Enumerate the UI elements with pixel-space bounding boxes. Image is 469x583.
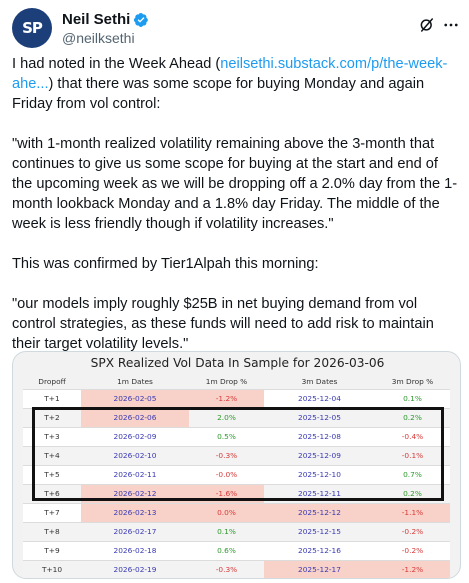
table-cell: -0.1% [375, 445, 450, 465]
table-cell: -1.2% [375, 559, 450, 578]
table-header-row: Dropoff 1m Dates 1m Drop % 3m Dates 3m D… [23, 374, 450, 389]
table-cell: -1.2% [189, 388, 264, 408]
table-cell: T+8 [23, 521, 81, 541]
attached-image[interactable]: SPX Realized Vol Data In Sample for 2026… [12, 351, 461, 579]
post-paragraph-3: This was confirmed by Tier1Alpah this mo… [12, 256, 319, 272]
table-cell: 2026-02-13 [81, 502, 189, 522]
table-row: T+5 2026-02-11 -0.0% 2025-12-10 0.7% [23, 464, 450, 484]
table-cell: -0.0% [189, 464, 264, 484]
highlight-box [32, 407, 444, 501]
table-cell: 0.1% [189, 521, 264, 541]
table-cell: T+9 [23, 540, 81, 560]
table-cell: 2025-12-17 [264, 559, 375, 578]
table-header-cell: 3m Dates [301, 376, 338, 386]
table-cell: 2026-02-18 [81, 540, 189, 560]
table-cell: 2025-12-15 [264, 521, 375, 541]
table-cell: 2026-02-11 [81, 464, 189, 484]
table-cell: T+5 [23, 464, 81, 484]
table-cell: 0.0% [189, 502, 264, 522]
table-cell: 2025-12-08 [264, 426, 375, 446]
table-cell: T+4 [23, 445, 81, 465]
table-row: T+3 2026-02-09 0.5% 2025-12-08 -0.4% [23, 426, 450, 446]
vol-data-table: Dropoff 1m Dates 1m Drop % 3m Dates 3m D… [23, 374, 450, 578]
more-icon[interactable] [442, 16, 460, 34]
post-header: SP Neil Sethi @neilksethi [12, 8, 460, 48]
table-cell: -0.2% [375, 521, 450, 541]
post-text-span: I had noted in the Week Ahead ( [12, 56, 221, 72]
table-row: T+10 2026-02-19 -0.3% 2025-12-17 -1.2% [23, 559, 450, 578]
grok-icon[interactable] [418, 16, 436, 34]
table-cell: 2025-12-12 [264, 502, 375, 522]
table-cell: T+1 [23, 388, 81, 408]
table-cell: 2025-12-04 [264, 388, 375, 408]
table-cell: -0.2% [375, 540, 450, 560]
table-cell: T+10 [23, 559, 81, 578]
table-header-cell: 1m Drop % [205, 376, 248, 386]
table-row: T+7 2026-02-13 0.0% 2025-12-12 -1.1% [23, 502, 450, 522]
table-cell: 2026-02-19 [81, 559, 189, 578]
table-cell: -0.3% [189, 559, 264, 578]
table-cell: 0.2% [375, 407, 450, 427]
table-cell: 2026-02-09 [81, 426, 189, 446]
table-row: T+2 2026-02-06 2.0% 2025-12-05 0.2% [23, 407, 450, 427]
table-cell: 0.5% [189, 426, 264, 446]
avatar-logo: SP [22, 19, 43, 37]
table-cell: 2025-12-09 [264, 445, 375, 465]
table-cell: -0.3% [189, 445, 264, 465]
verified-badge-icon [134, 12, 149, 27]
author-name-row[interactable]: Neil Sethi [62, 11, 149, 28]
table-row: T+9 2026-02-18 0.6% 2025-12-16 -0.2% [23, 540, 450, 560]
table-cell: 2026-02-10 [81, 445, 189, 465]
post-paragraph-2: "with 1-month realized volatility remain… [12, 136, 458, 232]
table-cell: 0.7% [375, 464, 450, 484]
post-paragraph-4: "our models imply roughly $25B in net bu… [12, 296, 434, 352]
table-cell: 0.1% [375, 388, 450, 408]
post-paragraph-1: I had noted in the Week Ahead (neilsethi… [12, 54, 460, 114]
table-row: T+8 2026-02-17 0.1% 2025-12-15 -0.2% [23, 521, 450, 541]
table-title: SPX Realized Vol Data In Sample for 2026… [90, 356, 385, 370]
table-cell: T+3 [23, 426, 81, 446]
post-text-span: ) that there was some scope for buying M… [12, 76, 425, 112]
table-cell: 2025-12-16 [264, 540, 375, 560]
table-cell: T+7 [23, 502, 81, 522]
table-cell: 0.6% [189, 540, 264, 560]
table-header-cell: Dropoff [38, 376, 66, 386]
table-cell: 2025-12-10 [264, 464, 375, 484]
table-cell: 2026-02-17 [81, 521, 189, 541]
table-cell: -1.1% [375, 502, 450, 522]
table-header-cell: 3m Drop % [391, 376, 434, 386]
table-cell: -0.4% [375, 426, 450, 446]
table-row: T+4 2026-02-10 -0.3% 2025-12-09 -0.1% [23, 445, 450, 465]
table-cell: 2.0% [189, 407, 264, 427]
post-text: I had noted in the Week Ahead (neilsethi… [12, 54, 460, 374]
author-handle[interactable]: @neilksethi [62, 30, 135, 46]
table-cell: 2026-02-05 [81, 388, 189, 408]
author-name[interactable]: Neil Sethi [62, 11, 131, 28]
table-row: T+1 2026-02-05 -1.2% 2025-12-04 0.1% [23, 388, 450, 408]
post-link[interactable]: neilsethi.substack.com/p/the-week-ahe... [12, 56, 448, 92]
table-header-cell: 1m Dates [117, 376, 153, 386]
table-cell: T+2 [23, 407, 81, 427]
avatar[interactable]: SP [12, 8, 52, 48]
